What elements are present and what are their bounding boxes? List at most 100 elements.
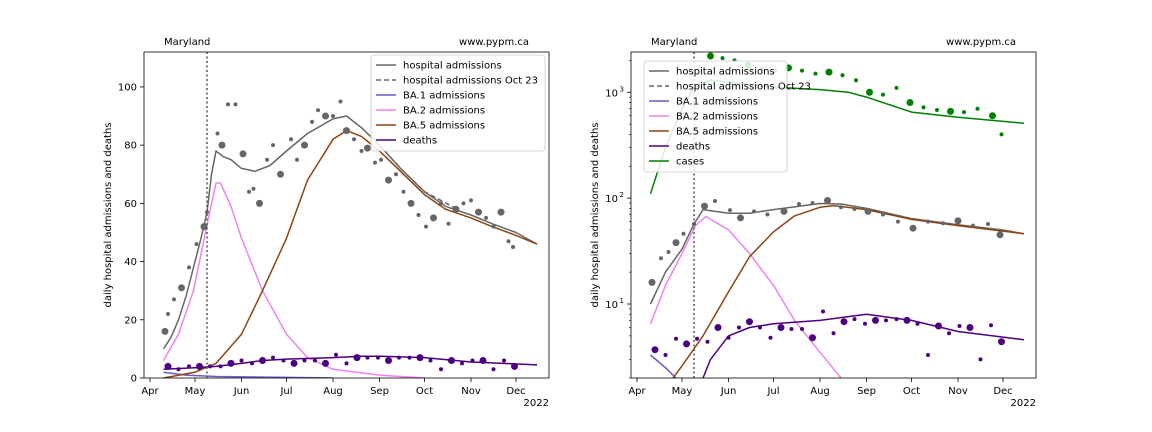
data-point [484,215,488,220]
series-line-0 [649,202,1025,305]
legend-label: BA.5 admissions [403,121,485,132]
data-point [322,359,329,367]
region-title: Maryland [164,37,210,48]
data-point [497,208,505,216]
data-point [666,250,671,254]
data-point [866,88,873,96]
x-tick-label: May [672,386,693,397]
data-point [470,358,475,363]
data-point [935,108,939,112]
data-point [797,202,801,206]
data-point [810,201,815,205]
series-line-3 [162,182,425,378]
data-point [353,354,361,362]
data-point [376,355,380,360]
data-point [789,327,794,331]
legend-label: hospital admissions [676,67,775,78]
data-point [864,207,872,215]
data-point [800,68,804,73]
data-point [334,352,338,357]
data-point [475,208,482,216]
plot-area [648,52,1025,378]
data-point [954,217,962,225]
data-point [364,144,371,152]
data-point [313,358,317,363]
data-point [359,149,364,153]
region-title: Maryland [651,37,697,48]
data-point [491,367,496,372]
data-point [713,199,717,203]
data-point [385,357,392,364]
data-point [831,331,836,336]
data-point [777,324,785,331]
data-point [166,312,170,316]
data-point [824,197,831,204]
data-point [674,336,678,341]
data-point [863,321,867,326]
data-point [416,213,421,217]
data-point [683,340,690,348]
data-point [281,358,286,363]
data-point [379,157,383,162]
data-point [373,160,377,165]
data-point [975,106,980,111]
legend-label: BA.1 admissions [676,97,758,108]
data-point [316,108,320,113]
data-point [906,99,914,106]
data-point [996,231,1004,239]
data-point [511,362,518,370]
data-point [290,359,298,367]
data-point [301,141,308,149]
data-point [289,137,293,142]
data-point [800,327,804,331]
data-point [989,323,993,328]
y-tick-exponent: 2 [620,191,624,199]
data-point [701,202,708,210]
data-point [205,210,209,215]
y-tick-exponent: 1 [620,297,624,305]
legend: hospital admissions hospital admissions O… [643,60,811,173]
year-label: 2022 [524,398,549,409]
data-point [947,107,954,115]
data-point [310,119,314,124]
x-tick-label: Oct [903,386,920,397]
data-point [881,212,885,217]
data-point [164,362,172,370]
legend-label: deaths [403,136,437,147]
y-tick-label: 0 [131,374,137,385]
data-point [479,357,487,364]
x-tick-label: Nov [461,386,481,397]
y-tick-label: 60 [124,199,137,210]
data-point [233,102,238,107]
legend-label: cases [676,157,704,168]
data-point [999,132,1004,137]
y-tick-exponent: 3 [620,85,624,93]
data-point [506,239,511,244]
data-point [187,364,191,369]
data-point [407,355,412,360]
data-point [302,358,307,363]
data-point [401,189,406,194]
data-point [840,318,848,326]
data-point [728,208,732,213]
x-tick-label: Nov [948,386,968,397]
x-tick-label: Jul [279,386,292,397]
data-point [394,172,398,177]
data-point [813,71,818,76]
data-point [176,367,181,372]
data-point [752,209,756,214]
x-tick-label: Dec [506,386,525,397]
data-point [439,201,443,206]
data-point [295,157,299,162]
data-point [322,112,329,120]
data-point [247,189,251,194]
data-point [780,207,788,215]
data-point [448,357,455,364]
data-point [681,231,686,236]
x-tick-label: Oct [416,386,433,397]
chart-panel-1: Apr May Jun Jul Aug Sep Oct Nov Dec 0 20 40 60 80 100 d… [103,37,550,409]
legend-label: deaths [676,142,710,153]
x-tick-label: May [185,386,206,397]
data-point [428,358,433,363]
